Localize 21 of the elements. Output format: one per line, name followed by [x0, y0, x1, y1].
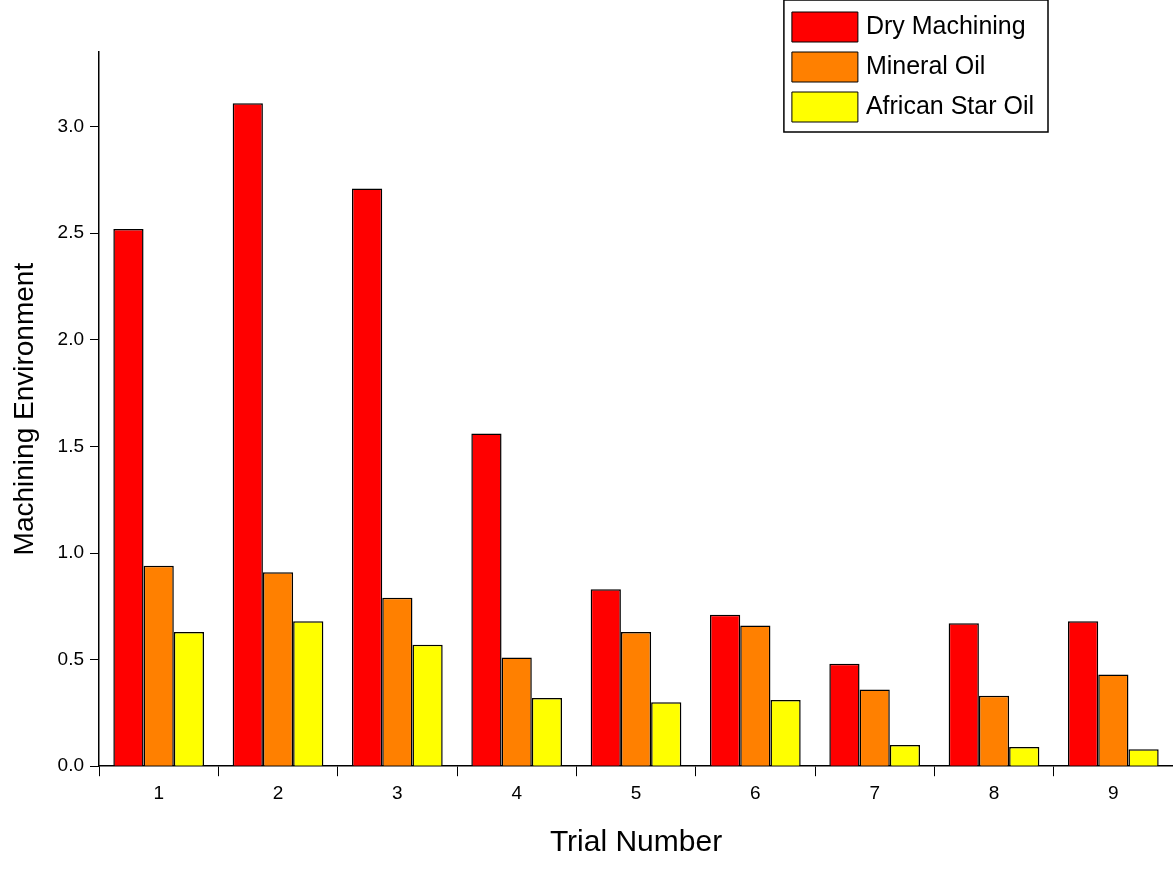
y-tick-label: 3.0	[57, 114, 85, 136]
x-tick-label: 5	[630, 781, 642, 803]
x-axis-title: Trial Number	[549, 824, 723, 858]
y-tick-label: 1.5	[57, 434, 85, 456]
x-tick-label: 3	[392, 781, 403, 803]
y-tick-label: 0.5	[57, 647, 85, 669]
x-tick-label: 8	[988, 781, 1000, 803]
legend-label: Mineral Oil	[865, 50, 986, 79]
x-tick-label: 6	[750, 781, 761, 803]
x-tick-label: 1	[153, 781, 164, 803]
y-tick-label: 2.5	[57, 221, 85, 243]
legend-label: African Star Oil	[865, 90, 1035, 119]
legend-label: Dry Machining	[865, 10, 1026, 39]
y-axis-title: Machining Environment	[7, 262, 39, 556]
y-tick-label: 2.0	[57, 328, 85, 350]
y-tick-label: 1.0	[57, 541, 85, 563]
x-tick-label: 4	[511, 781, 523, 803]
x-tick-label: 7	[869, 781, 880, 803]
x-tick-label: 2	[272, 781, 284, 803]
x-tick-label: 9	[1108, 781, 1119, 803]
y-tick-label: 0.0	[57, 754, 85, 776]
